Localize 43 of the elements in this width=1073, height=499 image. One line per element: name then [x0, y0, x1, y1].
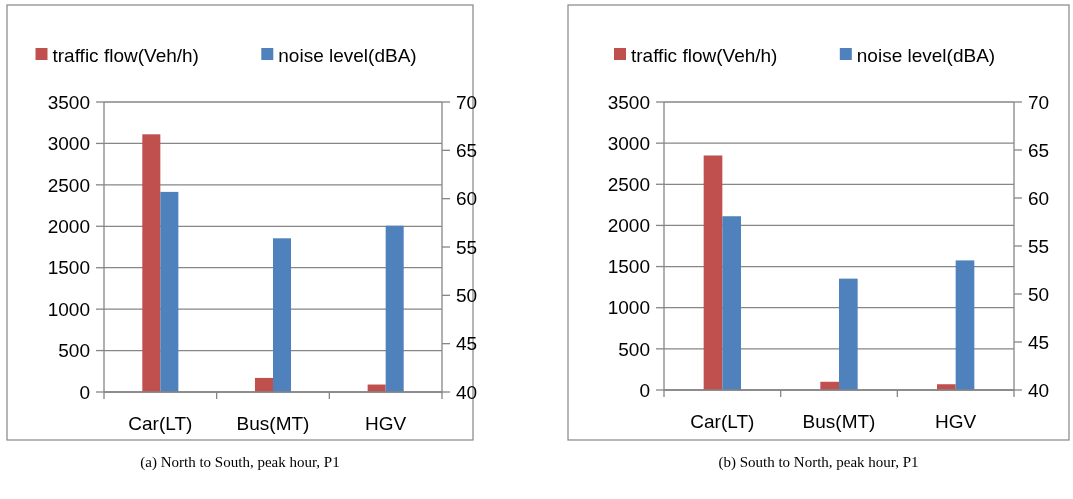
- bar: [254, 377, 273, 392]
- y2-tick-label: 65: [456, 139, 478, 161]
- y2-tick-label: 55: [1028, 235, 1050, 257]
- y2-tick-label: 60: [1028, 187, 1050, 209]
- y-tick-label: 3500: [607, 91, 650, 113]
- y2-tick-label: 40: [1028, 379, 1050, 401]
- y-tick-label: 500: [618, 338, 650, 360]
- legend-label: traffic flow(Veh/h): [52, 44, 199, 66]
- y2-tick-label: 45: [456, 333, 478, 355]
- y-tick-label: 2000: [47, 215, 90, 237]
- y-tick-label: 500: [58, 340, 90, 362]
- legend-label: noise level(dBA): [856, 44, 996, 66]
- x-tick-label: Bus(MT): [802, 411, 876, 432]
- y2-tick-label: 70: [456, 91, 478, 113]
- x-tick-label: HGV: [935, 411, 977, 432]
- x-tick-label: Car(LT): [690, 411, 755, 432]
- y-tick-label: 2500: [607, 173, 650, 195]
- y2-tick-label: 50: [456, 284, 478, 306]
- y2-tick-label: 55: [456, 236, 478, 258]
- y2-tick-label: 40: [456, 381, 478, 403]
- y-tick-label: 1500: [607, 256, 650, 278]
- legend-label: traffic flow(Veh/h): [631, 44, 778, 66]
- x-tick-label: Car(LT): [128, 413, 193, 434]
- y-tick-label: 2000: [607, 215, 650, 237]
- y-tick-label: 2500: [47, 174, 90, 196]
- y2-tick-label: 45: [1028, 331, 1050, 353]
- x-tick-label: Bus(MT): [236, 413, 310, 434]
- y2-tick-label: 50: [1028, 283, 1050, 305]
- y-tick-label: 3000: [607, 132, 650, 154]
- text: (a) North to South, peak hour, P1: [140, 454, 340, 471]
- y2-tick-label: 70: [1028, 91, 1050, 113]
- y2-tick-label: 65: [1028, 139, 1050, 161]
- text: (b) South to North, peak hour, P1: [718, 454, 919, 471]
- y-tick-label: 3500: [47, 91, 90, 113]
- y-tick-label: 1000: [607, 297, 650, 319]
- x-tick-label: HGV: [365, 413, 407, 434]
- y-tick-label: 0: [79, 381, 90, 403]
- y-tick-label: 0: [639, 379, 650, 401]
- y-tick-label: 1000: [47, 298, 90, 320]
- y2-tick-label: 60: [456, 188, 478, 210]
- y-tick-label: 3000: [47, 133, 90, 155]
- y-tick-label: 1500: [47, 257, 90, 279]
- legend-label: noise level(dBA): [278, 44, 417, 66]
